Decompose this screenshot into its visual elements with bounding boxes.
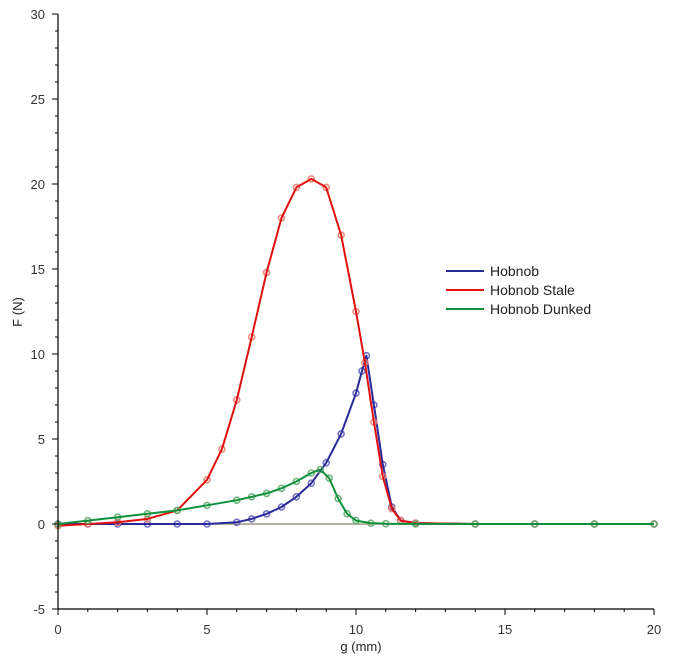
series-3: [54, 465, 658, 528]
data-point: [292, 492, 301, 501]
data-point: [307, 479, 316, 488]
y-tick-label: 25: [31, 92, 45, 107]
x-tick-label: 15: [498, 622, 512, 637]
x-tick-label: 5: [203, 622, 210, 637]
x-tick-label: 0: [54, 622, 61, 637]
data-point: [337, 430, 345, 438]
legend-entry-label: Hobnob Dunked: [490, 301, 591, 317]
series-2: [54, 175, 658, 530]
y-tick-label: -5: [33, 602, 45, 617]
y-tick-label: 5: [38, 432, 45, 447]
legend: Hobnob Hobnob Stale Hobnob Dunked: [446, 263, 591, 317]
data-point: [343, 509, 351, 518]
data-point: [322, 458, 331, 467]
plot-area: [54, 175, 658, 530]
x-axis-label: g (mm): [340, 639, 381, 654]
x-axis-ticks: 0 5 10 15 20: [54, 609, 661, 637]
x-tick-label: 10: [349, 622, 363, 637]
y-tick-label: 30: [31, 7, 45, 22]
legend-entry-label: Hobnob Stale: [490, 282, 575, 298]
x-tick-label: 20: [647, 622, 661, 637]
data-point: [325, 474, 333, 482]
data-point: [277, 503, 286, 511]
axes: -5 0 5 10 15 20 25 30 0 5 10 15 20: [31, 7, 662, 637]
series-markers: [54, 351, 658, 528]
data-point: [307, 469, 316, 477]
y-tick-label: 0: [38, 517, 45, 532]
y-axis-label: F (N): [10, 297, 25, 327]
series-line: [57, 177, 654, 527]
data-point: [292, 477, 301, 486]
series-layer: [54, 175, 658, 530]
y-tick-label: 10: [31, 347, 45, 362]
data-point: [292, 183, 301, 192]
data-point: [334, 494, 342, 503]
data-point: [307, 175, 316, 183]
series-line: [58, 354, 654, 525]
series-markers: [54, 175, 658, 530]
legend-entry-label: Hobnob: [490, 263, 539, 279]
series-line: [57, 468, 654, 525]
y-tick-label: 15: [31, 262, 45, 277]
data-point: [316, 465, 325, 474]
data-point: [203, 475, 211, 484]
y-tick-label: 20: [31, 177, 45, 192]
y-axis-ticks: -5 0 5 10 15 20 25 30: [31, 7, 58, 617]
series-1: [54, 351, 658, 528]
